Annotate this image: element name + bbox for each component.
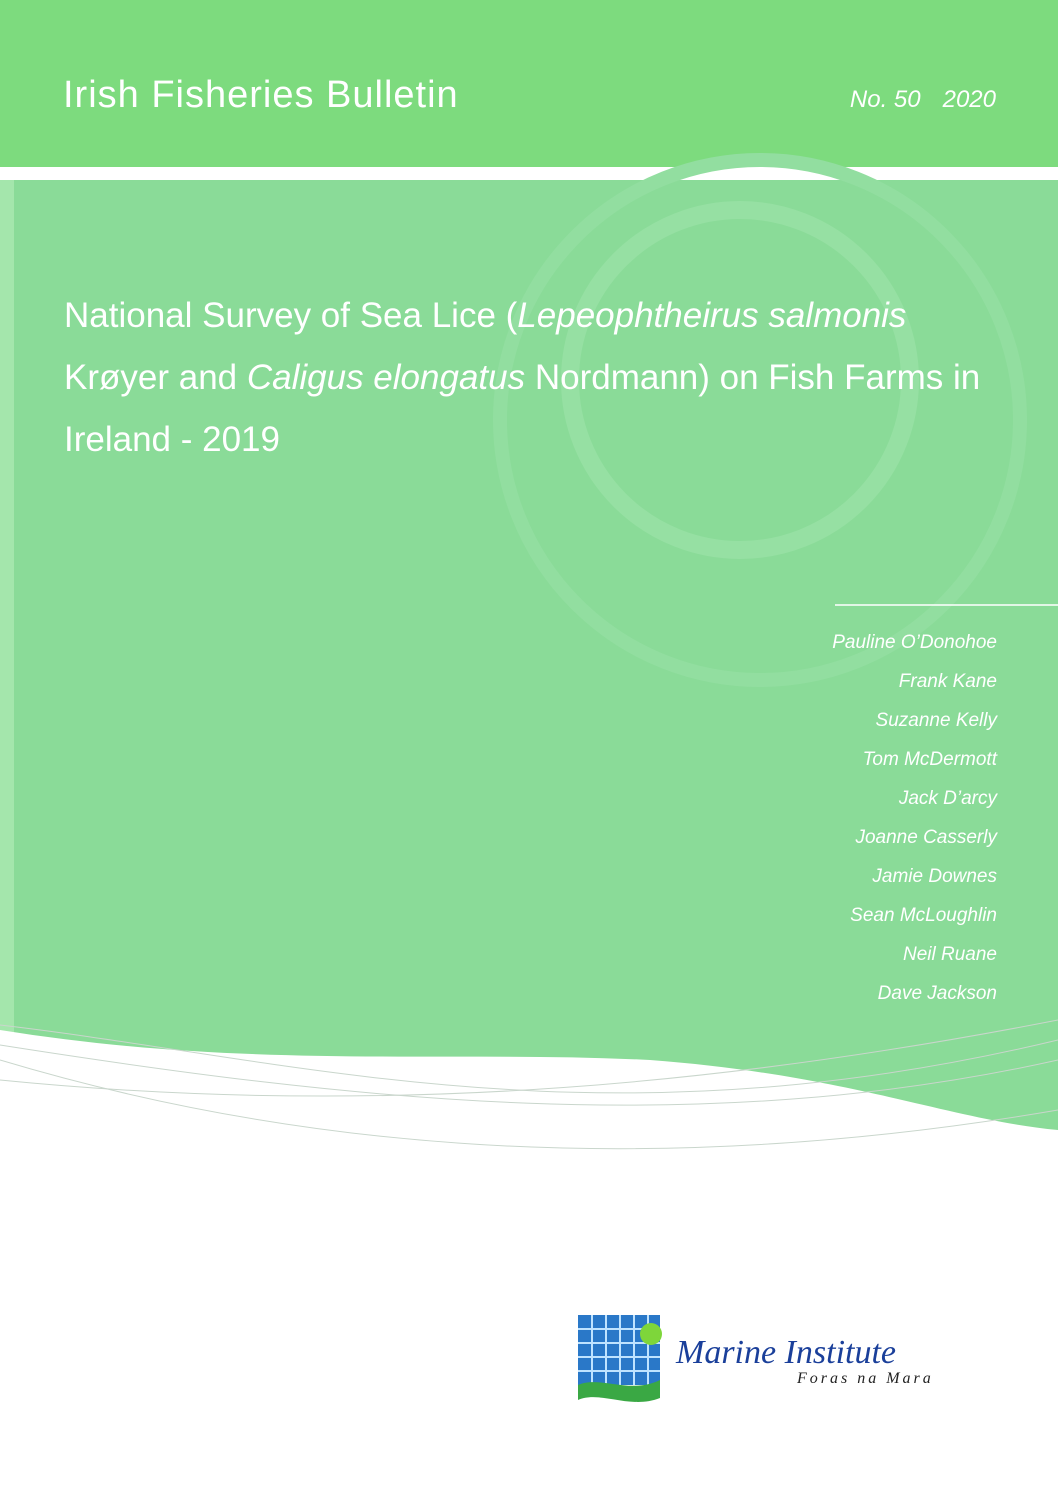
issue-year: 2020 <box>942 86 996 113</box>
title: National Survey of Sea Lice (Lepeophthei… <box>64 285 994 471</box>
logo-name: Marine Institute <box>676 1334 897 1371</box>
author: Dave Jackson <box>877 983 997 1004</box>
author: Sean McLoughlin <box>850 905 997 926</box>
wave <box>0 1030 1058 1497</box>
header-band <box>0 0 1058 167</box>
author: Suzanne Kelly <box>875 710 997 731</box>
author: Neil Ruane <box>903 944 997 965</box>
body-band <box>0 180 1058 1140</box>
title-text: Krøyer and <box>64 358 247 397</box>
issue-info: No. 50 2020 <box>850 86 996 114</box>
author: Jack D’arcy <box>898 788 997 809</box>
author: Jamie Downes <box>872 866 997 887</box>
swirl <box>493 153 1027 687</box>
author: Frank Kane <box>898 671 997 692</box>
title-text: National Survey of Sea Lice ( <box>64 296 518 335</box>
swirl <box>561 201 919 559</box>
title-species: Caligus elongatus <box>246 358 526 397</box>
author: Joanne Casserly <box>855 827 997 848</box>
issue-number: No. 50 <box>849 86 921 113</box>
title-species: Lepeophtheirus salmonis <box>517 296 907 335</box>
logo-subtitle: Foras na Mara <box>797 1370 934 1387</box>
series-title: Irish Fisheries Bulletin <box>63 74 459 116</box>
title-text: Nordmann) on Fish Farms in Ireland - 201… <box>64 358 981 459</box>
author: Pauline O’Donohoe <box>832 632 997 653</box>
logo-mark <box>578 1315 662 1402</box>
author: Tom McDermott <box>862 749 997 770</box>
wave-lines <box>0 1019 1058 1150</box>
edge-strip <box>0 180 14 1080</box>
authors: Pauline O’Donohoe Frank Kane Suzanne Kelly… <box>832 628 997 1018</box>
